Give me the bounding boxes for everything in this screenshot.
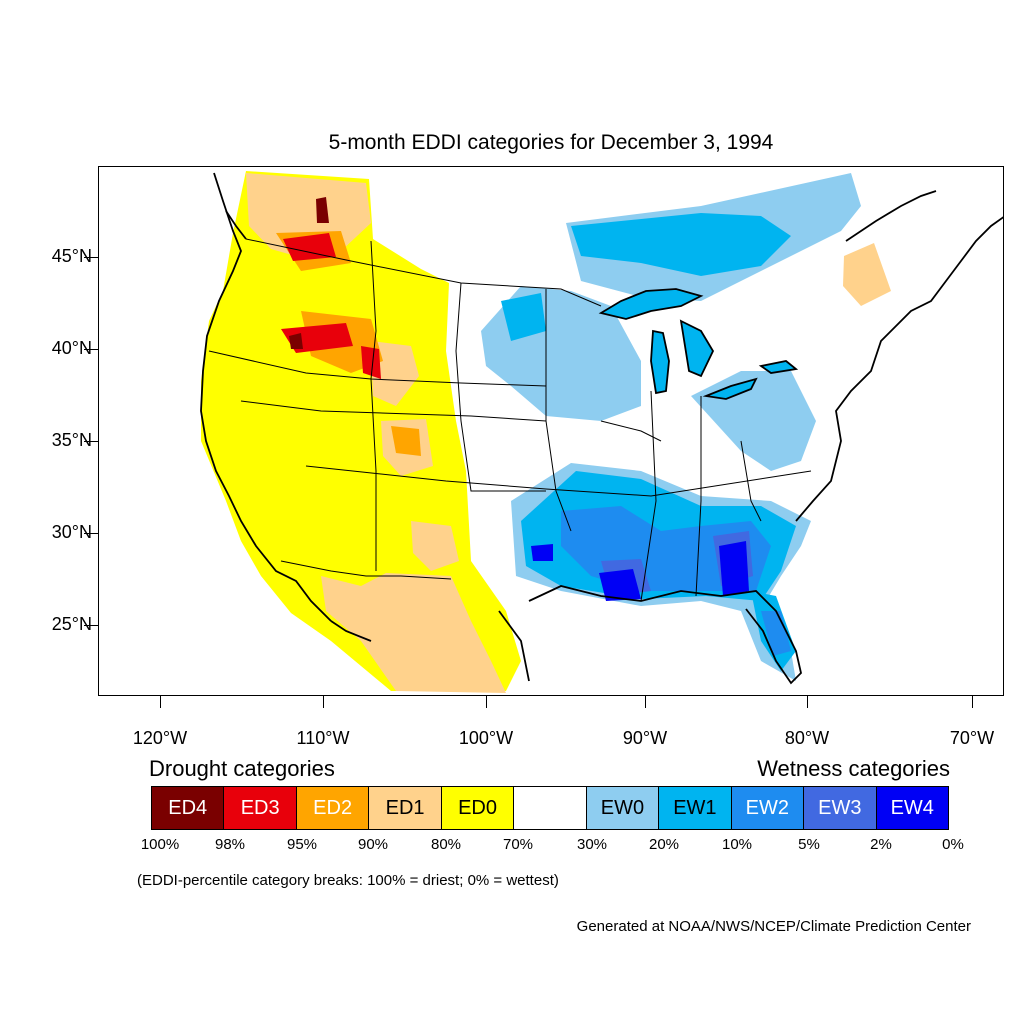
region-ed4-idaho <box>289 333 303 349</box>
break-label: 98% <box>214 836 246 853</box>
break-label: 5% <box>798 836 820 853</box>
region-ew1-north <box>571 213 791 276</box>
credit-line: Generated at NOAA/NWS/NCEP/Climate Predi… <box>576 918 971 935</box>
legend-box-ew1: EW1 <box>659 787 732 829</box>
region-ed3-montana <box>283 233 336 261</box>
legend-box-ew2: EW2 <box>731 787 805 829</box>
legend-box-ew3: EW3 <box>804 787 877 829</box>
lat-label-45: 45°N <box>51 246 92 266</box>
break-label: 70% <box>502 836 534 853</box>
break-label: 90% <box>357 836 389 853</box>
region-ew4-georgia <box>719 541 749 596</box>
lon-label-90: 90°W <box>622 728 668 748</box>
lon-label-80: 80°W <box>784 728 830 748</box>
lat-label-35: 35°N <box>51 430 92 450</box>
lon-tick-70 <box>972 696 973 708</box>
map-panel <box>98 166 1004 696</box>
lat-tick-30 <box>84 533 98 534</box>
break-note: (EDDI-percentile category breaks: 100% =… <box>137 872 559 889</box>
lake-superior <box>598 288 704 320</box>
legend-box-ed0: ED0 <box>441 787 515 829</box>
legend-box-ed3: ED3 <box>224 787 297 829</box>
lon-label-100: 100°W <box>458 728 514 748</box>
lat-tick-35 <box>84 441 98 442</box>
break-label: 80% <box>430 836 462 853</box>
eddi-map <box>200 171 1003 693</box>
legend-box-ed1: ED1 <box>369 787 442 829</box>
lat-label-40: 40°N <box>51 338 92 358</box>
region-ed1-utah <box>371 341 419 406</box>
region-ew2-florida <box>761 611 791 656</box>
lake-ontario <box>758 360 799 374</box>
legend-box-ew0: EW0 <box>586 787 660 829</box>
break-label: 30% <box>576 836 608 853</box>
lat-label-25: 25°N <box>51 614 92 634</box>
break-label: 20% <box>648 836 680 853</box>
lat-tick-25 <box>84 625 98 626</box>
lon-tick-80 <box>807 696 808 708</box>
lat-tick-40 <box>84 349 98 350</box>
great-lakes <box>598 288 799 400</box>
lon-label-70: 70°W <box>949 728 995 748</box>
region-ed1-maine <box>843 243 891 306</box>
coastlines <box>200 172 1003 685</box>
region-ed1-nm <box>411 521 459 571</box>
region-ew4-louisiana <box>599 569 641 601</box>
region-ed1-southwest <box>321 573 506 693</box>
lake-huron <box>679 319 715 378</box>
break-label: 95% <box>286 836 318 853</box>
map-title: 5-month EDDI categories for December 3, … <box>328 131 774 154</box>
lon-tick-90 <box>645 696 646 708</box>
lat-label-30: 30°N <box>51 522 92 542</box>
wetness-heading: Wetness categories <box>757 756 950 781</box>
drought-heading: Drought categories <box>149 756 335 781</box>
region-ew4-texas <box>531 544 553 561</box>
break-label: 0% <box>942 836 964 853</box>
region-ed3-wyoming <box>361 346 381 379</box>
lon-label-110: 110°W <box>296 728 350 748</box>
legend-box-ed4: ED4 <box>152 787 225 829</box>
break-label: 2% <box>870 836 892 853</box>
lat-tick-45 <box>84 257 98 258</box>
legend-colorbar: ED4 ED3 ED2 ED1 ED0 EW0 EW1 EW2 EW3 EW4 <box>151 786 949 830</box>
region-ed4-montana <box>316 197 329 223</box>
lon-label-120: 120°W <box>132 728 188 748</box>
lon-tick-100 <box>486 696 487 708</box>
break-label: 100% <box>140 836 180 853</box>
category-fills <box>201 171 891 693</box>
legend-box-normal <box>514 787 587 829</box>
lake-michigan <box>650 329 670 395</box>
legend-box-ew4: EW4 <box>876 787 948 829</box>
break-label: 10% <box>721 836 753 853</box>
lon-tick-110 <box>323 696 324 708</box>
lon-tick-120 <box>160 696 161 708</box>
region-ew1-plains <box>501 293 546 341</box>
lake-erie <box>702 377 758 400</box>
region-ed2-colorado <box>391 426 421 456</box>
legend-box-ed2: ED2 <box>296 787 370 829</box>
state-borders <box>208 238 812 602</box>
